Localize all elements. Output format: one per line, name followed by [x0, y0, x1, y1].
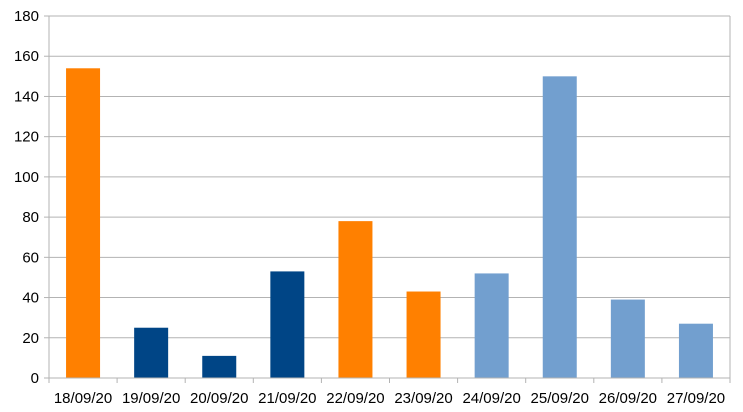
y-tick-label: 60 — [22, 249, 39, 266]
bar-26-09-20 — [610, 299, 645, 378]
bar-27-09-20 — [678, 323, 713, 378]
bar-22-09-20 — [338, 221, 373, 378]
y-tick-label: 40 — [22, 290, 39, 307]
bar-20-09-20 — [202, 355, 237, 378]
x-tick-label: 19/09/20 — [122, 390, 180, 407]
x-tick-label: 26/09/20 — [599, 390, 657, 407]
y-tick-label: 0 — [31, 370, 39, 387]
y-tick-label: 160 — [14, 48, 39, 65]
bar-18-09-20 — [66, 68, 101, 379]
x-tick-labels: 18/09/20 19/09/20 20/09/20 21/09/20 22/09/20… — [54, 390, 725, 407]
x-tick-label: 23/09/20 — [394, 390, 452, 407]
bar-25-09-20 — [542, 76, 577, 378]
x-tick-label: 21/09/20 — [258, 390, 316, 407]
y-tick-label: 80 — [22, 209, 39, 226]
x-tick-label: 22/09/20 — [326, 390, 384, 407]
axes — [44, 15, 731, 383]
bar-24-09-20 — [474, 273, 509, 378]
bars — [66, 68, 713, 379]
bar-23-09-20 — [406, 291, 441, 378]
x-tick-label: 27/09/20 — [667, 390, 725, 407]
y-tick-label: 140 — [14, 88, 39, 105]
y-tick-labels: 0 20 40 60 80 100 120 140 160 180 — [14, 8, 39, 387]
y-tick-label: 180 — [14, 8, 39, 25]
x-tick-label: 20/09/20 — [190, 390, 248, 407]
x-tick-label: 25/09/20 — [531, 390, 589, 407]
bar-19-09-20 — [134, 327, 169, 378]
bar-21-09-20 — [270, 271, 305, 378]
x-tick-label: 18/09/20 — [54, 390, 112, 407]
y-tick-label: 20 — [22, 330, 39, 347]
y-tick-label: 120 — [14, 129, 39, 146]
x-tick-label: 24/09/20 — [462, 390, 520, 407]
y-tick-label: 100 — [14, 169, 39, 186]
